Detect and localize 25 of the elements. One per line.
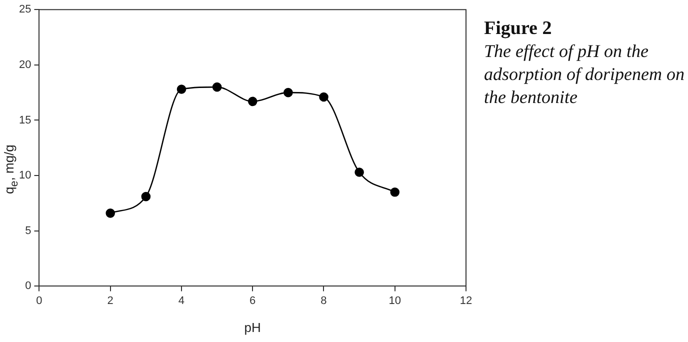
x-tick-label: 12 <box>460 294 472 307</box>
point <box>354 168 364 177</box>
point <box>248 96 258 106</box>
x-tick-label: 0 <box>36 294 42 307</box>
x-tick-label: 6 <box>250 294 256 307</box>
point <box>390 188 400 197</box>
point <box>141 192 151 202</box>
y-tick-label: 20 <box>18 58 32 71</box>
text: Figure 2 <box>484 18 553 40</box>
point <box>106 208 116 218</box>
point <box>319 92 328 102</box>
y-tick-label: 0 <box>25 280 32 292</box>
y-tick-label: 25 <box>18 4 32 16</box>
point <box>284 88 293 98</box>
x-tick-label: 10 <box>388 294 401 307</box>
x-axis-title: pH <box>244 320 261 335</box>
point <box>176 84 186 94</box>
text: The effect of pH on the adsorption of doripenem on the bentonite <box>484 40 686 109</box>
x-tick-label: 2 <box>107 294 114 307</box>
point <box>212 82 222 92</box>
y-tick-label: 10 <box>18 170 32 182</box>
y-tick-label: 5 <box>25 224 32 237</box>
x-tick-label: 4 <box>178 294 185 307</box>
y-tick-label: 15 <box>18 114 32 126</box>
x-tick-label: 8 <box>320 294 327 307</box>
